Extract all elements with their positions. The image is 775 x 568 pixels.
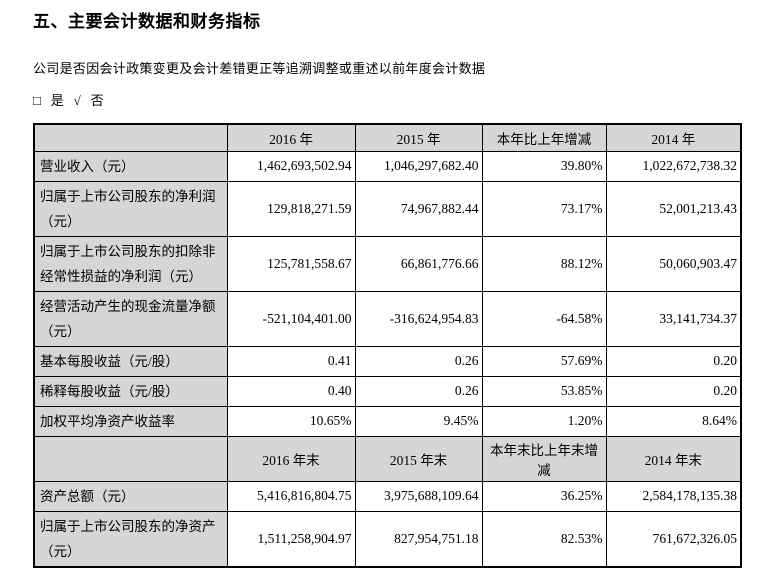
- value-cell: 827,954,751.18: [354, 510, 483, 567]
- row-label: 加权平均净资产收益率: [33, 405, 228, 437]
- column-header-2015-end: 2015 年末: [354, 435, 483, 482]
- value-cell: 2,584,178,135.38: [605, 480, 742, 512]
- row-label: 归属于上市公司股东的扣除非经常性损益的净利润（元）: [33, 235, 228, 292]
- row-label: 营业收入（元）: [33, 150, 228, 182]
- table-row-basic-eps: 基本每股收益（元/股） 0.41 0.26 57.69% 0.20: [33, 345, 742, 377]
- value-cell: 1.20%: [481, 405, 607, 437]
- value-cell: 0.40: [226, 375, 356, 407]
- value-cell: 0.20: [605, 375, 742, 407]
- value-cell: 33,141,734.37: [605, 290, 742, 347]
- value-cell: 57.69%: [481, 345, 607, 377]
- value-cell: 88.12%: [481, 235, 607, 292]
- table-row-diluted-eps: 稀释每股收益（元/股） 0.40 0.26 53.85% 0.20: [33, 375, 742, 407]
- document-page: 五、主要会计数据和财务指标 公司是否因会计政策变更及会计差错更正等追溯调整或重述…: [33, 12, 775, 568]
- yes-label: 是: [50, 93, 65, 108]
- value-cell: 5,416,816,804.75: [226, 480, 356, 512]
- table-row-revenue: 营业收入（元） 1,462,693,502.94 1,046,297,682.4…: [33, 150, 742, 182]
- no-label: 否: [90, 93, 104, 108]
- value-cell: -521,104,401.00: [226, 290, 356, 347]
- table-row-total-assets: 资产总额（元） 5,416,816,804.75 3,975,688,109.6…: [33, 480, 742, 512]
- value-cell: 9.45%: [354, 405, 483, 437]
- value-cell: 129,818,271.59: [226, 180, 356, 237]
- column-header-2015: 2015 年: [354, 123, 483, 152]
- value-cell: 1,046,297,682.40: [354, 150, 483, 182]
- annual-header-row: 2016 年 2015 年 本年比上年增减 2014 年: [33, 123, 742, 152]
- value-cell: -64.58%: [481, 290, 607, 347]
- column-header-2014: 2014 年: [605, 123, 742, 152]
- section-title: 五、主要会计数据和财务指标: [33, 12, 261, 31]
- value-cell: 52,001,213.43: [605, 180, 742, 237]
- row-label: 归属于上市公司股东的净利润（元）: [33, 180, 228, 237]
- value-cell: 1,511,258,904.97: [226, 510, 356, 567]
- column-header-empty: [33, 123, 228, 152]
- value-cell: 0.26: [354, 375, 483, 407]
- column-header-2014-end: 2014 年末: [605, 435, 742, 482]
- year-end-header-row: 2016 年末 2015 年末 本年末比上年末增减 2014 年末: [33, 435, 742, 482]
- checkbox-unchecked-icon: □: [33, 93, 42, 108]
- value-cell: 10.65%: [226, 405, 356, 437]
- column-header-year-end-change: 本年末比上年末增减: [481, 435, 607, 482]
- value-cell: 53.85%: [481, 375, 607, 407]
- table-row-net-profit: 归属于上市公司股东的净利润（元） 129,818,271.59 74,967,8…: [33, 180, 742, 237]
- value-cell: 73.17%: [481, 180, 607, 237]
- value-cell: 74,967,882.44: [354, 180, 483, 237]
- restatement-answer: □ 是 √ 否: [33, 90, 775, 109]
- row-label: 稀释每股收益（元/股）: [33, 375, 228, 407]
- value-cell: 8.64%: [605, 405, 742, 437]
- value-cell: 82.53%: [481, 510, 607, 567]
- value-cell: 3,975,688,109.64: [354, 480, 483, 512]
- value-cell: 761,672,326.05: [605, 510, 742, 567]
- row-label: 归属于上市公司股东的净资产（元）: [33, 510, 228, 567]
- value-cell: 0.20: [605, 345, 742, 377]
- value-cell: -316,624,954.83: [354, 290, 483, 347]
- table-row-weighted-avg-roe: 加权平均净资产收益率 10.65% 9.45% 1.20% 8.64%: [33, 405, 742, 437]
- restatement-question: 公司是否因会计政策变更及会计差错更正等追溯调整或重述以前年度会计数据: [33, 61, 486, 76]
- value-cell: 0.41: [226, 345, 356, 377]
- value-cell: 50,060,903.47: [605, 235, 742, 292]
- value-cell: 125,781,558.67: [226, 235, 356, 292]
- column-header-empty: [33, 435, 228, 482]
- checkmark-icon: √: [73, 93, 82, 108]
- value-cell: 36.25%: [481, 480, 607, 512]
- value-cell: 1,462,693,502.94: [226, 150, 356, 182]
- column-header-yoy-change: 本年比上年增减: [481, 123, 607, 152]
- financial-indicators-table: 2016 年 2015 年 本年比上年增减 2014 年 营业收入（元） 1,4…: [33, 123, 742, 568]
- row-label: 资产总额（元）: [33, 480, 228, 512]
- column-header-2016-end: 2016 年末: [226, 435, 356, 482]
- table-row-operating-cash-flow: 经营活动产生的现金流量净额（元） -521,104,401.00 -316,62…: [33, 290, 742, 347]
- table-row-net-assets: 归属于上市公司股东的净资产（元） 1,511,258,904.97 827,95…: [33, 510, 742, 567]
- value-cell: 39.80%: [481, 150, 607, 182]
- table-row-net-profit-deducted: 归属于上市公司股东的扣除非经常性损益的净利润（元） 125,781,558.67…: [33, 235, 742, 292]
- row-label: 经营活动产生的现金流量净额（元）: [33, 290, 228, 347]
- column-header-2016: 2016 年: [226, 123, 356, 152]
- value-cell: 66,861,776.66: [354, 235, 483, 292]
- value-cell: 1,022,672,738.32: [605, 150, 742, 182]
- value-cell: 0.26: [354, 345, 483, 377]
- row-label: 基本每股收益（元/股）: [33, 345, 228, 377]
